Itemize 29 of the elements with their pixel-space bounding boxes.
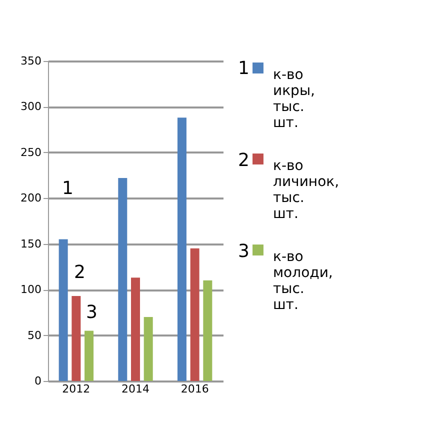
text: 3 [238, 241, 250, 262]
x-tick-label: 2012 [62, 382, 90, 396]
legend-label: к-во молоди, тыс. шт. [273, 249, 333, 313]
y-tick-label: 100 [20, 283, 42, 296]
legend-label: к-во икры, тыс. шт. [273, 67, 315, 131]
bar [177, 118, 186, 381]
y-tick-label: 50 [28, 328, 42, 342]
y-tick-label: 200 [20, 192, 42, 205]
x-tick-label: 2016 [180, 382, 209, 396]
bar [190, 248, 200, 381]
bar [118, 178, 128, 381]
y-tick-label: 150 [20, 237, 42, 250]
bar [131, 278, 140, 381]
text: 1 [238, 58, 250, 79]
y-tick-label: 250 [20, 146, 42, 159]
bar [72, 296, 81, 381]
y-tick-label: 350 [20, 54, 42, 68]
bar [58, 239, 68, 381]
annotation: 3 [86, 302, 98, 323]
y-tick-label: 300 [20, 100, 42, 114]
x-tick-label: 2014 [122, 382, 150, 396]
text: 2 [238, 150, 250, 171]
bar [203, 280, 212, 381]
annotation: 1 [62, 178, 74, 199]
bar [84, 330, 94, 381]
y-tick-label: 0 [34, 374, 42, 388]
legend-label: к-во личинок, тыс. шт. [273, 158, 340, 222]
bar [144, 317, 153, 381]
annotation: 2 [74, 262, 86, 283]
